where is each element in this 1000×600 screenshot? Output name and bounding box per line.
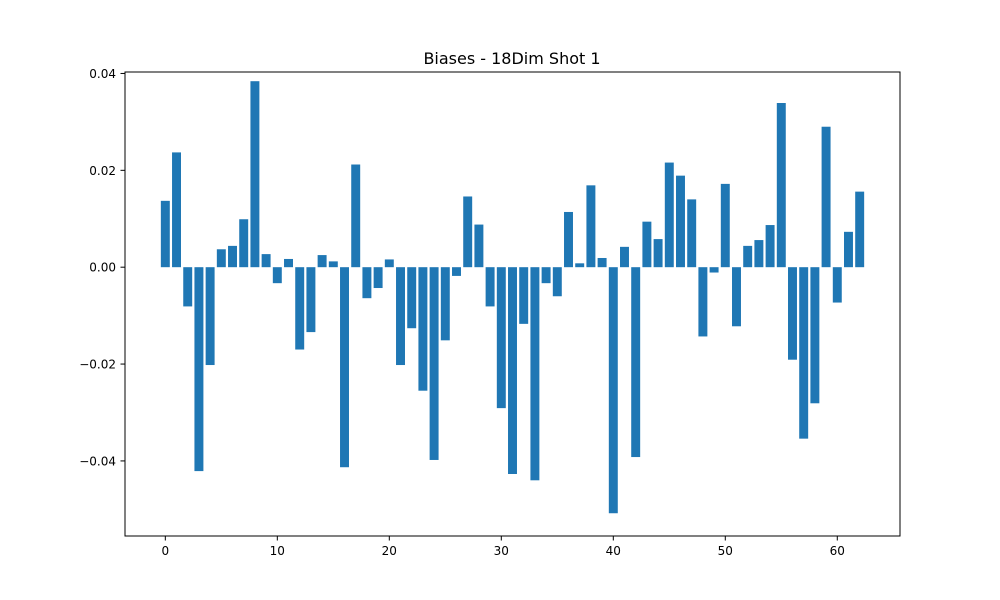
bar-11	[284, 258, 293, 268]
bar-23	[418, 267, 428, 391]
bar-26	[452, 267, 461, 276]
bar-44	[653, 239, 663, 268]
bar-2	[183, 267, 193, 307]
bar-15	[328, 261, 338, 268]
bar-8	[250, 81, 260, 268]
bar-0	[160, 200, 170, 268]
bar-31	[508, 267, 517, 474]
bar-13	[306, 267, 316, 333]
bar-47	[687, 199, 697, 268]
y-tick-label-2: 0.00	[89, 261, 116, 275]
bar-45	[664, 162, 674, 268]
bar-14	[317, 255, 327, 268]
bar-42	[631, 267, 641, 458]
bar-37	[575, 263, 585, 268]
bar-46	[676, 175, 685, 268]
bar-29	[485, 267, 495, 307]
bar-27	[463, 196, 473, 268]
bar-16	[340, 267, 349, 468]
y-tick-label-0: 0.04	[89, 67, 116, 81]
plot-frame	[124, 71, 901, 537]
y-tick-label-4: −0.04	[79, 454, 116, 468]
y-axis: 0.04 0.02 0.00 −0.02 −0.04	[79, 67, 125, 468]
bar-53	[754, 240, 764, 268]
bar-57	[799, 267, 809, 439]
x-tick-label-5: 50	[718, 544, 733, 558]
bar-39	[597, 257, 607, 268]
bar-58	[810, 267, 820, 404]
bar-41	[620, 246, 629, 268]
x-tick-label-2: 20	[382, 544, 397, 558]
bar-12	[295, 267, 305, 350]
bar-50	[720, 183, 730, 268]
bar-40	[608, 267, 618, 514]
bar-17	[351, 164, 361, 268]
bar-48	[698, 267, 708, 337]
bar-35	[552, 267, 562, 297]
bar-18	[362, 267, 372, 299]
x-tick-label-1: 10	[270, 544, 285, 558]
bar-7	[239, 219, 249, 268]
x-tick-label-4: 40	[606, 544, 621, 558]
bar-43	[642, 221, 652, 268]
bar-55	[776, 103, 786, 268]
bar-19	[373, 267, 383, 289]
bar-61	[844, 231, 853, 268]
bar-60	[832, 267, 842, 303]
x-axis: 0 10 20 30 40 50 60	[161, 536, 845, 558]
bars-group	[160, 81, 865, 514]
bar-3	[194, 267, 204, 472]
bar-52	[743, 245, 753, 268]
bar-1	[172, 152, 181, 268]
bar-33	[530, 267, 540, 481]
bar-5	[216, 249, 226, 268]
bar-20	[384, 259, 394, 268]
bar-24	[429, 267, 439, 460]
bar-6	[228, 245, 237, 268]
x-tick-label-6: 60	[830, 544, 845, 558]
bar-28	[474, 224, 484, 268]
bar-56	[788, 267, 797, 360]
y-tick-label-3: −0.02	[79, 358, 116, 372]
bar-34	[541, 267, 551, 284]
chart-title: Biases - 18Dim Shot 1	[423, 49, 600, 68]
bar-62	[855, 191, 865, 268]
bar-59	[821, 126, 831, 268]
bar-25	[440, 267, 450, 341]
bar-51	[732, 267, 741, 327]
bar-9	[261, 254, 271, 268]
x-tick-label-3: 30	[494, 544, 509, 558]
bar-38	[586, 185, 596, 268]
y-tick-label-1: 0.02	[89, 164, 116, 178]
bar-4	[205, 267, 215, 366]
bar-10	[272, 267, 282, 284]
bar-54	[765, 225, 775, 268]
bar-30	[496, 267, 506, 409]
bar-49	[709, 267, 719, 273]
bar-22	[407, 267, 417, 329]
x-tick-label-0: 0	[161, 544, 169, 558]
bar-36	[564, 211, 573, 268]
bar-21	[396, 267, 405, 366]
bar-32	[519, 267, 529, 324]
